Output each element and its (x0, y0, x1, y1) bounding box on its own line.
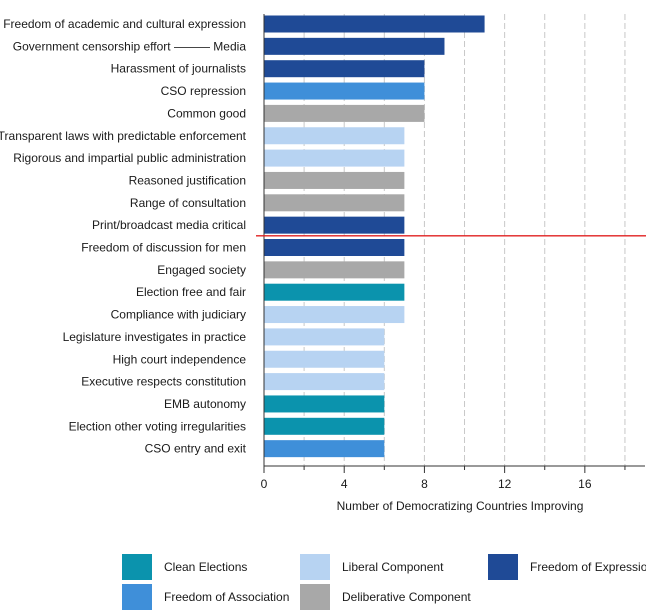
category-label: Freedom of academic and cultural express… (3, 17, 246, 31)
bar (264, 194, 405, 212)
bar (264, 283, 405, 301)
bar (264, 261, 405, 279)
legend-swatch (488, 554, 518, 580)
bar (264, 306, 405, 324)
category-label: Range of consultation (130, 196, 246, 210)
category-labels: Freedom of academic and cultural express… (0, 17, 247, 456)
category-label: Transparent laws with predictable enforc… (0, 129, 247, 143)
bar (264, 440, 385, 458)
category-label: Reasoned justification (129, 173, 246, 187)
legend-item-liberal-component: Liberal Component (300, 554, 443, 580)
category-label: CSO entry and exit (145, 442, 247, 456)
category-label: EMB autonomy (164, 397, 246, 411)
bar (264, 171, 405, 189)
bars (264, 15, 485, 458)
bar (264, 60, 425, 78)
legend-swatch (122, 584, 152, 610)
bar (264, 350, 385, 368)
category-label: Freedom of discussion for men (81, 241, 246, 255)
category-label: Government censorship effort ——— Media (13, 39, 247, 53)
category-label: Executive respects constitution (81, 375, 246, 389)
bar (264, 395, 385, 413)
bar (264, 373, 385, 391)
category-label: CSO repression (161, 84, 246, 98)
bar-chart: Freedom of academic and cultural express… (0, 14, 646, 513)
category-label: High court independence (113, 352, 247, 366)
x-tick-label: 8 (421, 477, 428, 491)
category-label: Legislature investigates in practice (63, 330, 247, 344)
bar (264, 37, 445, 55)
x-tick-label: 16 (578, 477, 592, 491)
bar (264, 328, 385, 346)
category-label: Common good (167, 106, 246, 120)
x-tick-label: 0 (261, 477, 268, 491)
bar (264, 104, 425, 122)
category-label: Compliance with judiciary (111, 308, 246, 322)
bar (264, 149, 405, 167)
category-label: Engaged society (157, 263, 246, 277)
bar (264, 239, 405, 256)
legend-label: Freedom of Association (164, 590, 290, 604)
legend: Clean Elections Liberal Component Freedo… (0, 552, 646, 610)
x-tick-label: 12 (498, 477, 512, 491)
legend-item-deliberative-component: Deliberative Component (300, 584, 471, 610)
category-label: Rigorous and impartial public administra… (13, 151, 246, 165)
legend-item-freedom-of-expression: Freedom of Expression (488, 554, 646, 580)
bar (264, 82, 425, 100)
category-label: Print/broadcast media critical (92, 218, 246, 232)
bar (264, 417, 385, 435)
category-label: Harassment of journalists (111, 62, 246, 76)
legend-item-freedom-of-association: Freedom of Association (122, 584, 289, 610)
bar (264, 127, 405, 145)
legend-swatch (300, 584, 330, 610)
legend-label: Freedom of Expression (530, 560, 646, 574)
x-axis: 0 4 8 12 16 (261, 465, 645, 491)
x-tick-label: 4 (341, 477, 348, 491)
legend-item-clean-elections: Clean Elections (122, 554, 247, 580)
category-label: Election free and fair (136, 285, 246, 299)
bar (264, 15, 485, 33)
bar (264, 216, 405, 234)
x-axis-title: Number of Democratizing Countries Improv… (337, 499, 584, 513)
legend-label: Deliberative Component (342, 590, 471, 604)
legend-swatch (122, 554, 152, 580)
category-label: Election other voting irregularities (69, 419, 246, 433)
legend-label: Clean Elections (164, 560, 248, 574)
legend-label: Liberal Component (342, 560, 444, 574)
legend-swatch (300, 554, 330, 580)
